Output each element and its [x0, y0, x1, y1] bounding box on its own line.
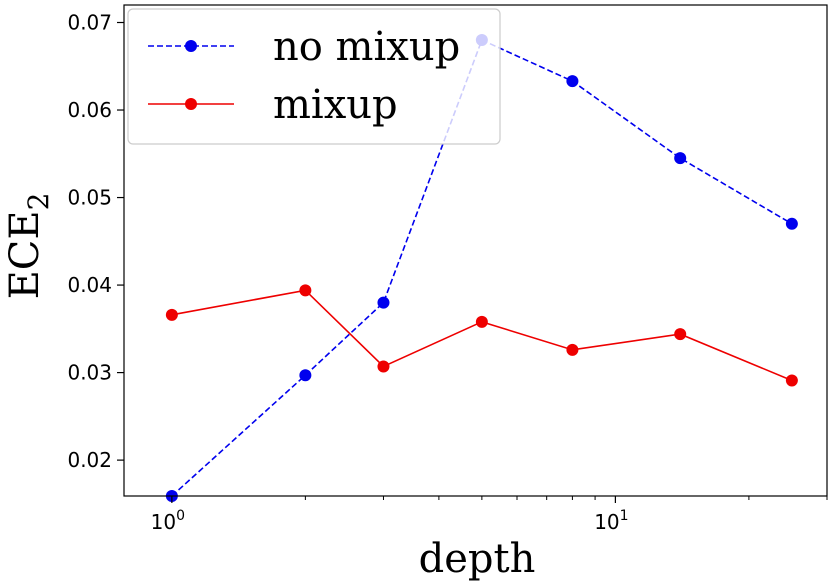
axes: 0.02 0.03 0.04 0.05 0.06 0.07 100 101 — [67, 4, 828, 534]
y-tick-label: 0.07 — [67, 11, 112, 35]
data-point-mixup — [377, 360, 390, 373]
data-point-no-mixup — [377, 296, 390, 309]
data-point-mixup — [566, 343, 579, 356]
data-point-mixup — [165, 308, 178, 321]
legend-label-mixup: mixup — [273, 82, 398, 128]
data-point-no-mixup — [674, 152, 687, 165]
x-tick-label: 100 — [151, 508, 185, 534]
x-tick-label: 101 — [594, 508, 628, 534]
y-tick-label: 0.03 — [67, 361, 112, 385]
data-point-mixup — [785, 374, 798, 387]
y-tick-label: 0.04 — [67, 273, 112, 297]
legend-label-no-mixup: no mixup — [273, 24, 460, 70]
data-point-mixup — [475, 315, 488, 328]
data-point-no-mixup — [566, 75, 579, 88]
axes-frame — [123, 4, 828, 497]
legend: no mixup mixup — [127, 8, 501, 145]
y-tick-label: 0.02 — [67, 448, 112, 472]
legend-box — [127, 8, 501, 145]
y-axis-label-subscript: 2 — [22, 193, 55, 211]
y-axis-label: ECE2 — [2, 193, 55, 300]
y-tick-label: 0.06 — [67, 98, 112, 122]
x-axis-label: depth — [419, 536, 536, 581]
y-axis-label-base: ECE — [2, 210, 48, 299]
data-point-mixup — [674, 328, 687, 341]
data-point-no-mixup — [299, 369, 312, 382]
data-point-no-mixup — [785, 217, 798, 230]
series-line-mixup — [171, 289, 793, 382]
y-tick-label: 0.05 — [67, 186, 112, 210]
legend-marker-no-mixup — [185, 40, 197, 52]
data-point-mixup — [299, 284, 312, 297]
legend-marker-mixup — [185, 98, 197, 110]
